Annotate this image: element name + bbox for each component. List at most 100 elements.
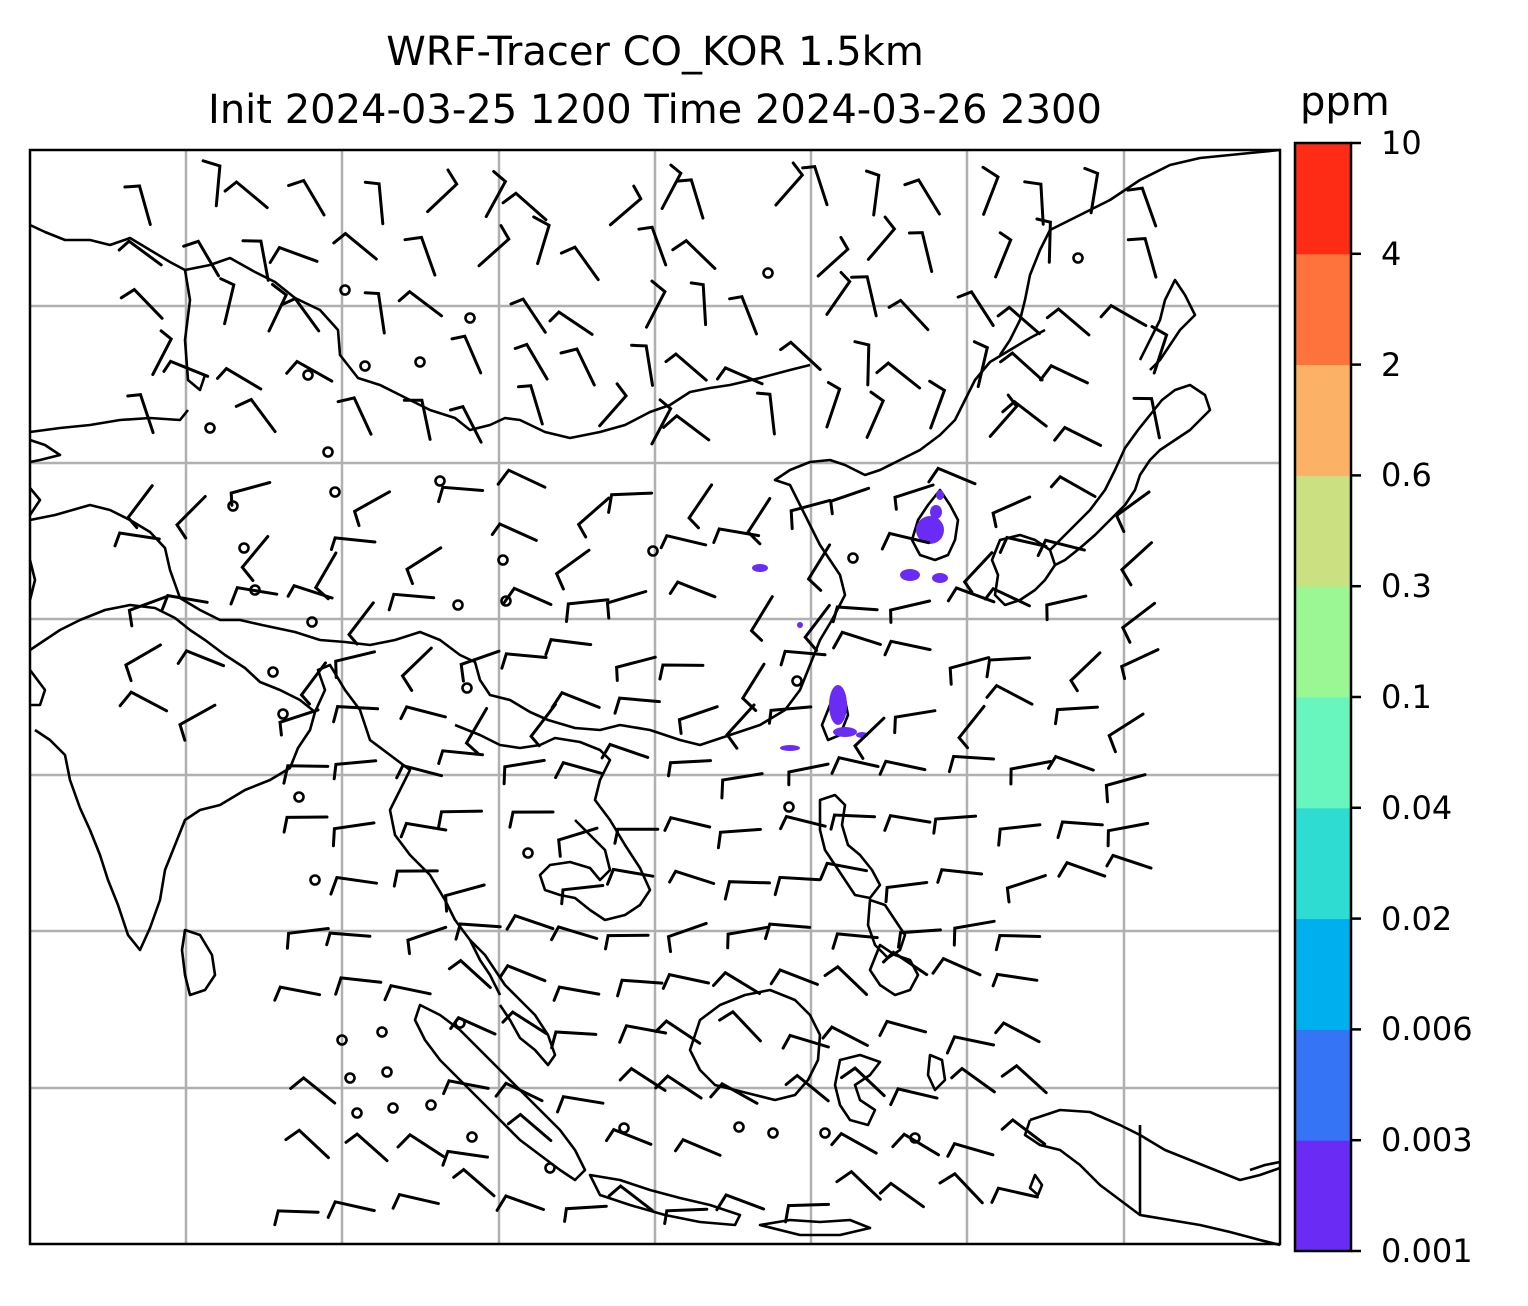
wind-barb <box>663 1207 709 1225</box>
wind-calm-marker <box>819 1127 831 1139</box>
wind-barb <box>889 1087 939 1107</box>
wind-calm-marker <box>522 847 534 859</box>
wind-barb <box>565 598 610 623</box>
wind-barb <box>406 925 448 956</box>
colorbar-tick-label: 0.006 <box>1381 1010 1473 1049</box>
wind-barb <box>618 1066 667 1092</box>
wind-barb <box>219 277 236 326</box>
wind-barb <box>502 586 553 606</box>
wind-barb <box>880 531 930 551</box>
wind-barb <box>126 392 155 435</box>
wind-barb <box>779 340 822 371</box>
wind-barb <box>403 235 437 277</box>
wind-barb <box>449 404 483 444</box>
wind-barb <box>832 630 882 650</box>
colorbar-bin <box>1295 697 1351 809</box>
wind-calm-marker <box>204 422 216 434</box>
wind-barb <box>662 413 711 442</box>
wind-barb <box>501 1010 548 1036</box>
wind-calm-marker <box>847 552 859 564</box>
wind-barb <box>725 703 756 750</box>
gridlines <box>30 150 1280 1244</box>
wind-barb <box>490 522 538 542</box>
tracer-patch <box>930 505 942 519</box>
wind-barb <box>325 931 372 947</box>
wind-barb <box>559 347 596 387</box>
wind-calm-marker <box>306 616 318 628</box>
wind-barb <box>452 1167 496 1198</box>
wind-barb <box>201 159 222 208</box>
wind-barb <box>1056 820 1104 840</box>
wind-barb <box>550 1030 598 1050</box>
wind-barb <box>789 498 832 531</box>
wind-barb <box>950 1066 996 1094</box>
wind-barb <box>784 1202 830 1224</box>
wind-barb <box>454 922 502 941</box>
colorbar-tick-label: 0.3 <box>1381 567 1432 606</box>
wind-barb <box>999 351 1044 382</box>
wind-barb <box>774 161 805 207</box>
wind-barb <box>1119 541 1153 587</box>
wind-barb <box>313 551 338 601</box>
wind-barb <box>928 379 947 430</box>
wind-barb <box>500 652 548 670</box>
wind-barb <box>746 497 772 546</box>
colorbar-tick-label: 10 <box>1381 124 1422 162</box>
wind-barb <box>1009 760 1052 786</box>
tracer-patch <box>900 569 920 581</box>
wind-calm-marker <box>267 666 279 678</box>
wind-barb <box>284 1128 330 1160</box>
wind-barb <box>127 595 169 628</box>
wind-barb <box>853 340 871 387</box>
wind-barb <box>712 527 761 544</box>
wind-calm-marker <box>339 284 351 296</box>
wind-barb <box>720 772 764 800</box>
wind-barb <box>988 393 1019 438</box>
wind-calm-marker <box>544 1162 556 1174</box>
wind-barb <box>344 1132 389 1163</box>
wind-barb <box>661 972 710 990</box>
wind-barb <box>216 366 263 391</box>
wind-barb <box>175 495 207 540</box>
colorbar <box>1293 141 1361 1253</box>
wind-barb <box>600 742 650 760</box>
wind-barb <box>397 289 443 318</box>
wind-calm-marker <box>783 801 795 813</box>
wind-barb <box>285 927 330 950</box>
wind-barb <box>556 1095 605 1114</box>
wind-barb <box>878 1019 928 1037</box>
wind-calm-marker <box>767 1127 779 1139</box>
wind-barb <box>787 762 830 787</box>
wind-barb <box>273 985 322 1002</box>
wind-barb <box>273 1209 320 1227</box>
wind-barb <box>994 933 1042 952</box>
wind-barb <box>552 985 601 1002</box>
wind-barb <box>484 170 508 219</box>
wind-barb <box>945 1035 996 1055</box>
wind-barb <box>332 231 378 261</box>
wind-barb <box>282 815 329 834</box>
wind-barb <box>825 381 842 429</box>
wind-barb <box>668 869 716 885</box>
colorbar-tick-label: 2 <box>1381 345 1402 384</box>
wind-barb <box>336 396 373 436</box>
wind-barb <box>1047 754 1095 772</box>
wind-barb <box>671 238 717 270</box>
wind-barb <box>784 1073 830 1103</box>
wind-barb <box>559 245 600 282</box>
colorbar-tick-label: 0.1 <box>1381 678 1432 716</box>
wind-calm-marker <box>376 1026 388 1038</box>
wind-barb <box>878 759 927 776</box>
wind-calm-marker <box>452 599 464 611</box>
wind-barb <box>990 1186 1039 1204</box>
tracer-patch <box>916 516 944 544</box>
wind-barb <box>447 958 492 989</box>
wind-barb <box>1083 166 1100 215</box>
wind-barb <box>426 168 459 214</box>
colorbar-tick-label: 0.6 <box>1381 456 1432 495</box>
wind-barb <box>962 551 994 594</box>
colorbar-tick-label: 0.04 <box>1381 788 1453 827</box>
wind-calm-marker <box>500 595 512 607</box>
wind-barb <box>875 361 922 390</box>
wind-barb <box>267 283 289 333</box>
